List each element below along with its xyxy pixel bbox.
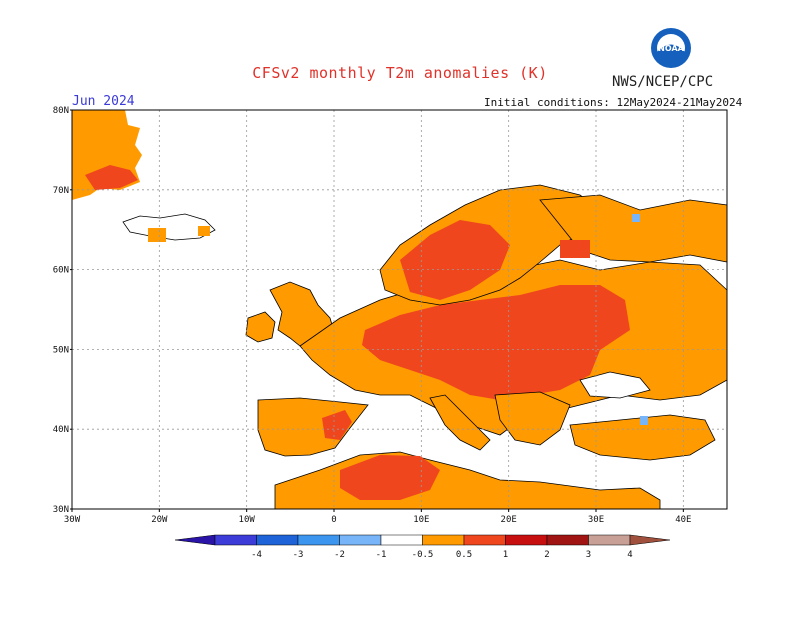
colorbar-segment <box>422 534 465 546</box>
longitude-labels: 30W 20W 10W 0 10E 20E 30E 40E <box>64 509 691 525</box>
black-sea <box>579 371 651 399</box>
colorbar-max-arrow <box>629 534 671 546</box>
colorbar-label: 1 <box>503 550 508 560</box>
colorbar-segment <box>297 534 340 546</box>
longitude-label: 10E <box>413 515 429 525</box>
colorbar-label: -3 <box>293 550 304 560</box>
colorbar-segment <box>588 534 631 546</box>
map-title: CFSv2 monthly T2m anomalies (K) <box>252 64 548 82</box>
iceland <box>122 213 216 241</box>
italy <box>429 394 491 451</box>
colorbar-label: -0.5 <box>412 550 434 560</box>
latitude-label: 40N <box>53 425 69 435</box>
iceland-anomaly-east <box>198 226 210 236</box>
colorbar-label: -1 <box>376 550 387 560</box>
colorbar-segment <box>463 534 506 546</box>
organization-label: NWS/NCEP/CPC <box>612 74 714 90</box>
longitude-label: 0 <box>331 515 336 525</box>
longitude-label: 30E <box>588 515 604 525</box>
longitude-label: 20W <box>151 515 168 525</box>
latitude-label: 50N <box>53 345 69 355</box>
colorbar-segment <box>505 534 548 546</box>
colorbar-segment <box>380 534 423 546</box>
colorbar-label: 0.5 <box>456 550 472 560</box>
colorbar-label: 2 <box>544 550 549 560</box>
latitude-label: 80N <box>53 106 69 116</box>
russia-hotspot <box>560 240 590 258</box>
longitude-label: 10W <box>239 515 256 525</box>
logo-text: NOAA <box>658 44 684 53</box>
cool-spot-north <box>632 214 640 222</box>
colorbar-label: -4 <box>251 550 262 560</box>
colorbar-label: -2 <box>334 550 345 560</box>
latitude-label: 30N <box>53 505 69 515</box>
colorbar-label: 3 <box>586 550 591 560</box>
longitude-label: 30W <box>64 515 81 525</box>
latitude-label: 70N <box>53 186 69 196</box>
greenland-anomaly-region <box>72 110 142 200</box>
map-frame <box>71 109 728 510</box>
north-africa-hotspot <box>340 455 440 500</box>
initial-conditions-label: Initial conditions: 12May2024-21May2024 <box>484 96 743 109</box>
latitude-label: 60N <box>53 266 69 276</box>
colorbar-segment <box>256 534 299 546</box>
longitude-label: 40E <box>675 515 691 525</box>
colorbar-label: 4 <box>627 550 632 560</box>
graticule <box>72 110 727 509</box>
central-europe-hotspot <box>362 285 630 400</box>
ireland <box>245 311 276 343</box>
valid-month-label: Jun 2024 <box>72 94 135 109</box>
iceland-anomaly <box>148 228 166 242</box>
balkans <box>494 391 571 446</box>
colorbar-min-arrow <box>174 534 216 546</box>
colorbar-segment <box>214 534 257 546</box>
longitude-label: 20E <box>501 515 517 525</box>
latitude-labels: 30N 40N 50N 60N 70N 80N <box>53 106 72 515</box>
cool-spot-south <box>640 416 648 425</box>
scandinavia-hotspot <box>400 220 510 300</box>
noaa-logo: NOAA <box>650 27 692 69</box>
iberia-hotspot <box>322 410 352 440</box>
colorbar-segment <box>339 534 382 546</box>
colorbar-segment <box>546 534 589 546</box>
